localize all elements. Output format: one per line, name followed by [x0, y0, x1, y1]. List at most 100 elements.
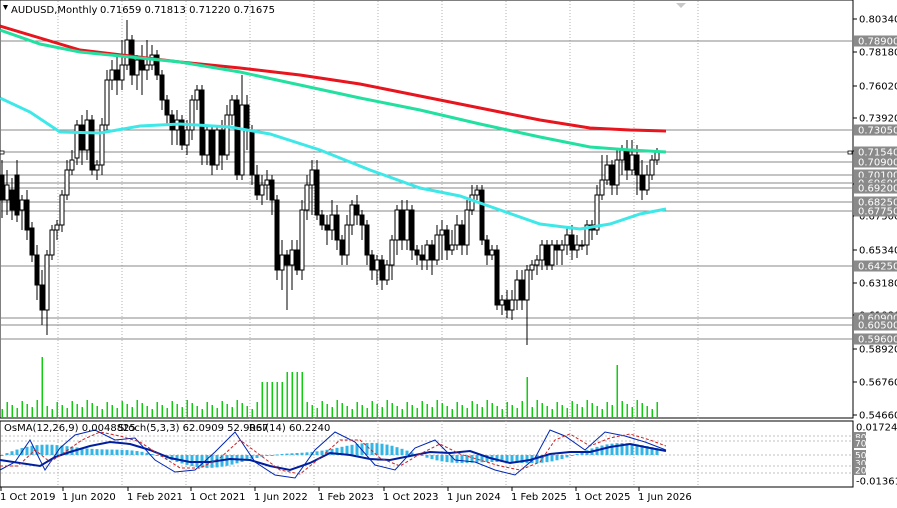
- indicator-level-box: [854, 438, 866, 448]
- osma-bar: [375, 443, 379, 455]
- ohlc-values: 0.71659 0.71813 0.71220 0.71675: [100, 5, 275, 16]
- candle-body: [644, 174, 650, 191]
- volume-bar: [391, 403, 393, 417]
- osma-bar: [390, 445, 394, 455]
- volume-bar: [591, 403, 593, 417]
- candle-body: [279, 254, 285, 271]
- candle-body: [194, 89, 200, 101]
- osma-bar: [430, 455, 434, 460]
- time-axis[interactable]: 1 Oct 2019 1 Jun 2020 1 Feb 2021 1 Oct 2021…: [0, 487, 692, 503]
- osma-bar: [405, 450, 409, 455]
- volume-bar: [221, 401, 223, 417]
- osma-bar: [150, 454, 154, 456]
- candle-body: [204, 129, 210, 156]
- volume-bar: [36, 400, 38, 417]
- candle-body: [529, 264, 535, 271]
- level-handle-left[interactable]: [0, 150, 5, 155]
- volume-bar: [231, 407, 233, 417]
- volume-bar: [246, 406, 248, 417]
- candle-body: [134, 59, 140, 76]
- osma-bar: [425, 455, 429, 458]
- volume-bar: [136, 400, 138, 417]
- osma-bar: [95, 449, 99, 455]
- volume-bar: [376, 404, 378, 417]
- price-level-box: [854, 146, 897, 158]
- candle-body: [434, 234, 440, 261]
- osma-bar: [535, 455, 539, 464]
- candle-body: [99, 124, 105, 166]
- candle-body: [74, 124, 80, 159]
- symbol-dropdown-icon[interactable]: [3, 5, 8, 10]
- osma-bar: [395, 447, 399, 455]
- osma-bar: [280, 453, 284, 455]
- price-level-label: 0.60900: [858, 314, 897, 325]
- level-handle-right[interactable]: [847, 150, 853, 155]
- candle-body: [154, 54, 160, 76]
- time-label: 1 Jun 2022: [254, 492, 308, 503]
- osma-bar: [510, 455, 514, 463]
- volume-bar: [581, 407, 583, 417]
- osma-bar: [460, 455, 464, 463]
- osma-bar: [100, 449, 104, 455]
- candle-body: [504, 299, 510, 311]
- volume-bar: [111, 405, 113, 417]
- indicator-tick-label: -0.013615: [856, 477, 897, 488]
- osma-bar: [10, 451, 14, 455]
- candle-body: [544, 244, 550, 266]
- candle-body: [639, 174, 645, 191]
- volume-bar: [156, 402, 158, 417]
- osma-bar: [470, 455, 474, 463]
- volume-bar: [641, 403, 643, 417]
- osma-bar: [85, 448, 89, 455]
- price-level-label: 0.69200: [858, 184, 897, 195]
- price-level-box: [854, 333, 897, 345]
- volume-bar: [366, 408, 368, 417]
- candle-body: [294, 249, 300, 271]
- osma-bar: [420, 455, 424, 457]
- volume-bar: [6, 402, 8, 417]
- volume-bar: [431, 407, 433, 417]
- candle-body: [369, 254, 375, 271]
- stoch-main-line: [0, 429, 667, 479]
- candle-body: [474, 189, 480, 196]
- osma-bar: [550, 455, 554, 462]
- volume-bar: [291, 372, 293, 417]
- volume-bar: [526, 377, 528, 417]
- volume-bar: [426, 404, 428, 417]
- price-axis[interactable]: 0.803400.781800.760200.739200.717600.696…: [853, 15, 897, 422]
- candle-body: [554, 244, 560, 251]
- osma-bar: [325, 449, 329, 455]
- candle-body: [444, 229, 450, 251]
- osma-bar: [370, 442, 374, 455]
- ma-green-line: [0, 28, 667, 154]
- osma-bar: [55, 445, 59, 455]
- chart-shift-marker[interactable]: [676, 3, 686, 8]
- volume-bar: [301, 372, 303, 417]
- price-level-box: [854, 182, 897, 194]
- volume-bar: [286, 372, 288, 417]
- candle-body: [184, 129, 190, 146]
- indicator-level-label: 30: [855, 460, 867, 470]
- volume-bar: [451, 409, 453, 417]
- volume-bar: [46, 406, 48, 417]
- osma-bar: [305, 452, 309, 455]
- osma-bar: [140, 451, 144, 455]
- candle-body: [209, 129, 215, 166]
- volume-bar: [516, 408, 518, 417]
- osma-bar: [190, 455, 194, 467]
- candle-body: [59, 194, 65, 226]
- volume-bar: [466, 408, 468, 417]
- candle-body: [469, 194, 475, 211]
- volume-bar: [21, 401, 23, 417]
- volume-bar: [346, 406, 348, 417]
- candle-body: [459, 224, 465, 246]
- candle-body: [314, 169, 320, 216]
- time-label: 1 Jun 2024: [447, 492, 501, 503]
- candle-body: [24, 199, 30, 231]
- price-tick-label: 0.65340: [859, 246, 897, 257]
- volume-bar: [406, 402, 408, 417]
- candle-body: [199, 89, 205, 156]
- candle-body: [114, 69, 120, 81]
- candle-body: [264, 179, 270, 186]
